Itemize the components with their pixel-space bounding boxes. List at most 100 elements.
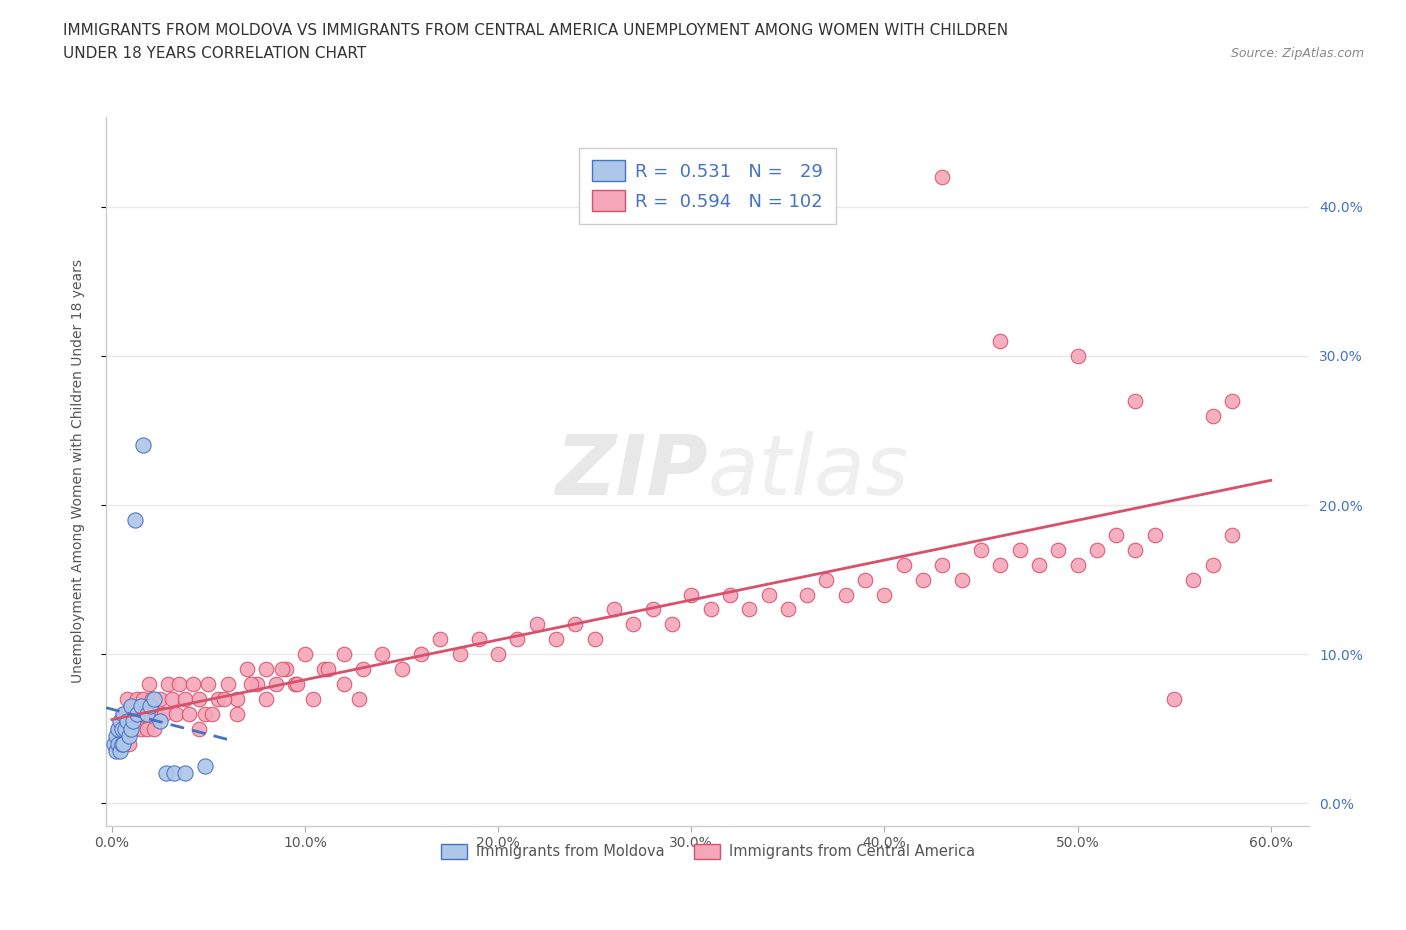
Point [135, 722, 157, 737]
Point [143, 722, 166, 737]
Point [1202, 557, 1225, 572]
Point [129, 699, 152, 714]
Point [853, 572, 876, 587]
Point [873, 587, 896, 602]
Point [911, 572, 934, 587]
Point [226, 692, 249, 707]
Point [149, 714, 172, 729]
Point [352, 661, 374, 676]
Point [138, 676, 160, 691]
Point [217, 676, 239, 691]
Point [1220, 527, 1243, 542]
Point [1182, 572, 1205, 587]
Point [316, 661, 339, 676]
Point [347, 692, 370, 707]
Point [621, 617, 644, 631]
Point [187, 692, 209, 707]
Point [193, 759, 215, 774]
Point [143, 692, 166, 707]
Point [153, 707, 176, 722]
Point [835, 587, 858, 602]
Point [163, 766, 186, 781]
Point [285, 676, 308, 691]
Point [449, 646, 471, 661]
Point [468, 631, 491, 646]
Point [931, 169, 953, 184]
Point [564, 617, 586, 631]
Point [122, 707, 145, 722]
Point [134, 707, 156, 722]
Point [139, 699, 162, 714]
Point [254, 661, 277, 676]
Point [104, 744, 127, 759]
Point [274, 661, 297, 676]
Point [107, 722, 129, 737]
Point [125, 707, 148, 722]
Point [815, 572, 838, 587]
Point [155, 766, 177, 781]
Point [1105, 527, 1128, 542]
Point [107, 722, 129, 737]
Point [391, 661, 413, 676]
Point [544, 631, 567, 646]
Point [988, 557, 1011, 572]
Point [197, 676, 219, 691]
Point [132, 692, 155, 707]
Point [212, 692, 235, 707]
Text: ZIP: ZIP [555, 431, 707, 512]
Point [165, 707, 187, 722]
Point [169, 676, 191, 691]
Point [128, 707, 150, 722]
Point [246, 676, 269, 691]
Point [114, 722, 136, 737]
Point [193, 707, 215, 722]
Point [112, 707, 135, 722]
Point [988, 334, 1011, 349]
Point [124, 722, 146, 737]
Point [1125, 542, 1147, 557]
Point [201, 707, 224, 722]
Point [526, 617, 548, 631]
Point [104, 729, 127, 744]
Point [174, 766, 197, 781]
Point [661, 617, 683, 631]
Point [332, 646, 354, 661]
Text: IMMIGRANTS FROM MOLDOVA VS IMMIGRANTS FROM CENTRAL AMERICA UNEMPLOYMENT AMONG WO: IMMIGRANTS FROM MOLDOVA VS IMMIGRANTS FR… [63, 23, 1008, 38]
Point [1066, 349, 1088, 364]
Point [124, 512, 146, 527]
Point [187, 722, 209, 737]
Point [112, 707, 135, 722]
Point [1143, 527, 1166, 542]
Point [103, 737, 125, 751]
Point [107, 737, 129, 751]
Point [738, 602, 761, 617]
Point [429, 631, 451, 646]
Point [931, 557, 953, 572]
Point [181, 676, 204, 691]
Point [486, 646, 509, 661]
Point [108, 714, 131, 729]
Point [117, 692, 139, 707]
Point [120, 699, 142, 714]
Text: UNDER 18 YEARS CORRELATION CHART: UNDER 18 YEARS CORRELATION CHART [63, 46, 367, 61]
Point [110, 722, 132, 737]
Point [118, 729, 141, 744]
Point [970, 542, 993, 557]
Text: Source: ZipAtlas.com: Source: ZipAtlas.com [1230, 46, 1364, 60]
Point [776, 602, 799, 617]
Point [139, 707, 162, 722]
Point [294, 646, 316, 661]
Point [207, 692, 229, 707]
Point [122, 714, 145, 729]
Point [120, 722, 142, 737]
Point [110, 737, 132, 751]
Point [1028, 557, 1050, 572]
Point [314, 661, 336, 676]
Legend: Immigrants from Moldova, Immigrants from Central America: Immigrants from Moldova, Immigrants from… [432, 835, 983, 868]
Point [603, 602, 626, 617]
Point [236, 661, 259, 676]
Point [1202, 408, 1225, 423]
Point [409, 646, 432, 661]
Point [758, 587, 780, 602]
Point [141, 692, 163, 707]
